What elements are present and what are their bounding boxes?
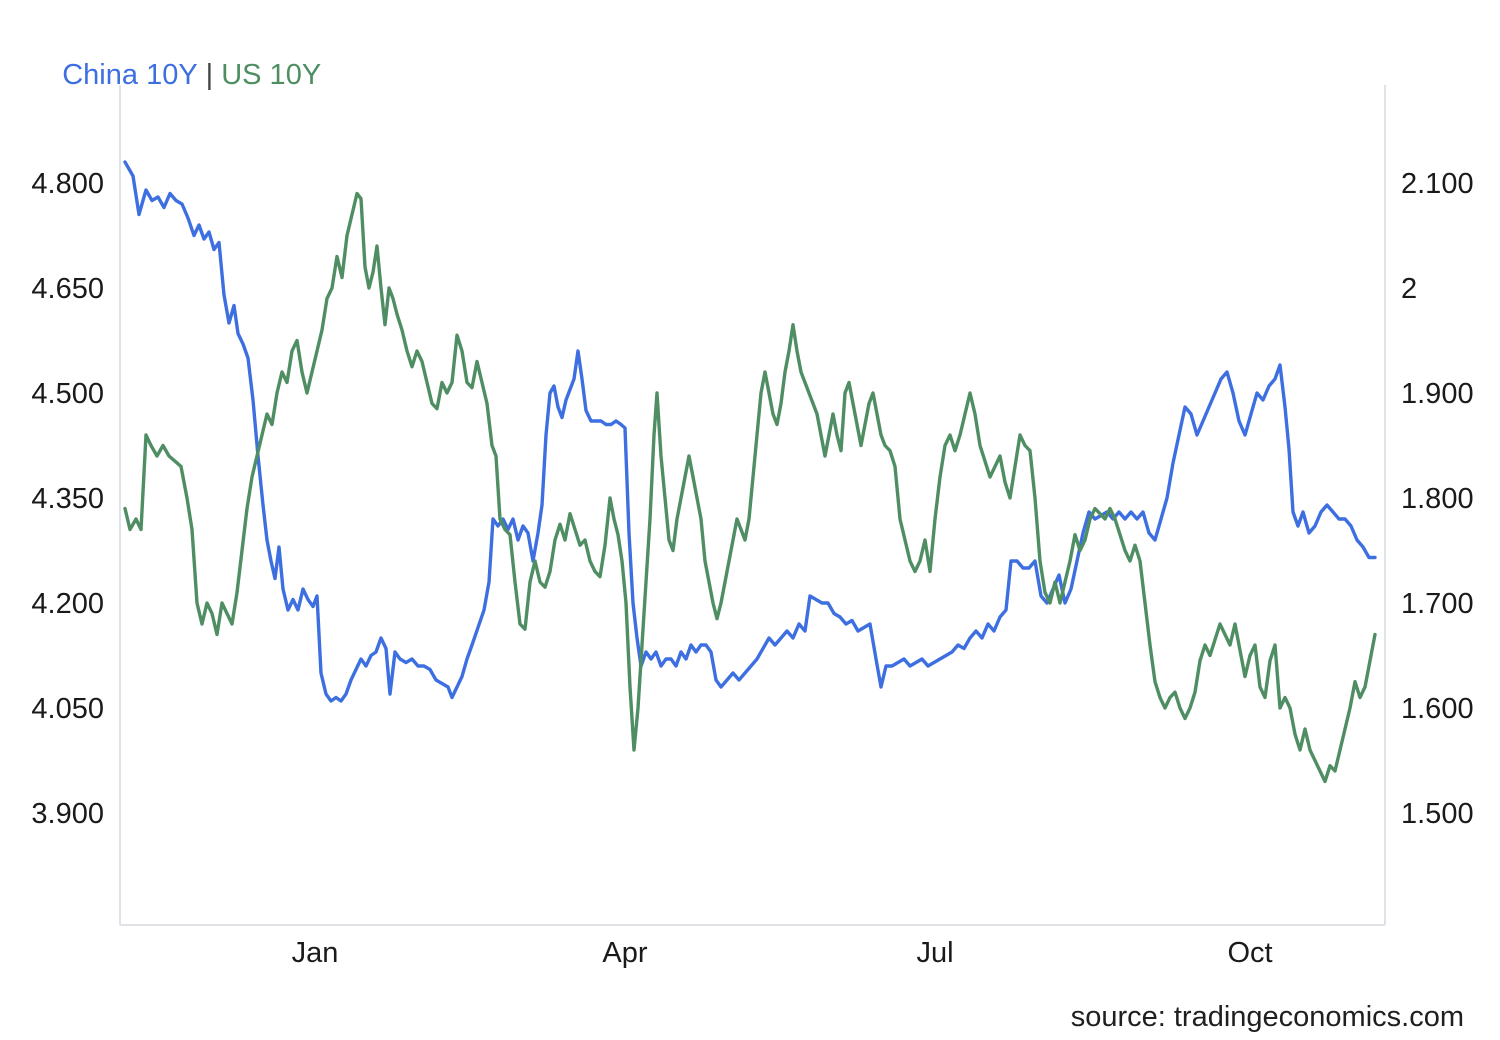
x-axis-tick-label: Oct xyxy=(1227,937,1272,969)
legend-item-china-10y[interactable]: China 10Y xyxy=(62,59,198,91)
y-axis-right-tick-label: 1.900 xyxy=(1401,378,1474,410)
series-line-china-10y xyxy=(123,160,1377,703)
y-axis-left-tick-label: 4.500 xyxy=(31,378,104,410)
legend-item-us-10y[interactable]: US 10Y xyxy=(221,59,322,91)
y-axis-right-tick-label: 2.100 xyxy=(1401,168,1474,200)
y-axis-left-tick-label: 4.050 xyxy=(31,693,104,725)
y-axis-right-tick-label: 1.700 xyxy=(1401,588,1474,620)
legend-separator: | xyxy=(205,59,214,91)
x-axis-tick-label: Apr xyxy=(602,937,647,969)
y-axis-left-tick-label: 4.200 xyxy=(31,588,104,620)
chart-legend: China 10Y | US 10Y xyxy=(30,24,321,126)
y-axis-left-tick-label: 4.800 xyxy=(31,168,104,200)
y-axis-left-tick-label: 4.650 xyxy=(31,273,104,305)
y-axis-right-tick-label: 1.800 xyxy=(1401,483,1474,515)
y-axis-left-tick-label: 4.350 xyxy=(31,483,104,515)
y-axis-left-tick-label: 3.900 xyxy=(31,798,104,830)
y-axis-right-tick-label: 2 xyxy=(1401,273,1417,305)
series-line-us-10y xyxy=(123,191,1377,784)
x-axis-tick-label: Jan xyxy=(292,937,339,969)
x-axis-tick-label: Jul xyxy=(916,937,953,969)
source-attribution: source: tradingeconomics.com xyxy=(1070,1001,1464,1033)
y-axis-right-tick-label: 1.600 xyxy=(1401,693,1474,725)
y-axis-right-tick-label: 1.500 xyxy=(1401,798,1474,830)
